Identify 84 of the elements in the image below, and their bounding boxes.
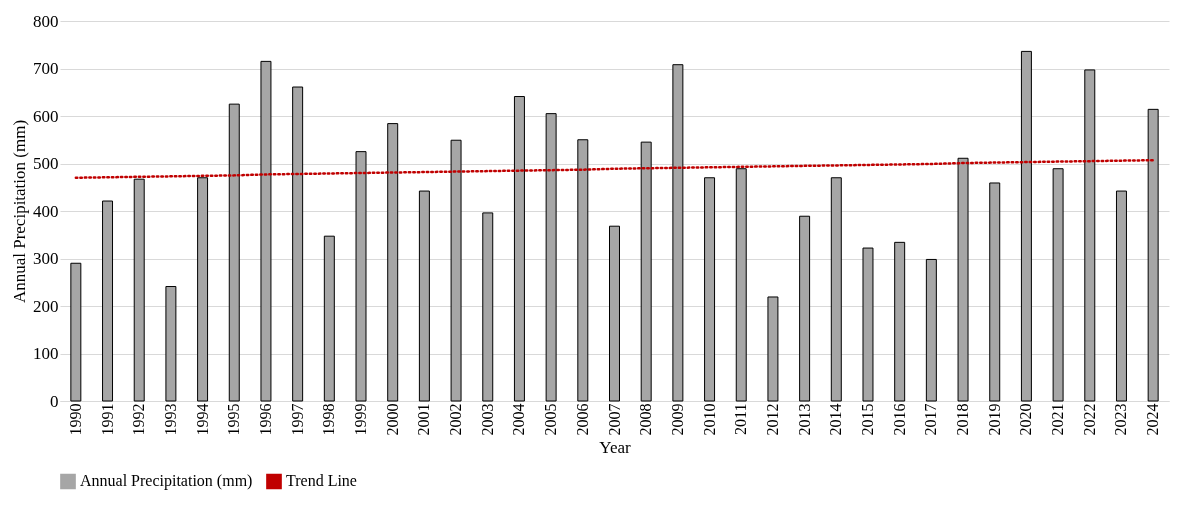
x-tick-label: 2008 xyxy=(637,403,655,436)
bar xyxy=(735,168,747,402)
x-tick-label: 2002 xyxy=(447,403,465,436)
legend-label: Annual Precipitation (mm) xyxy=(80,472,253,491)
bar xyxy=(133,178,145,402)
x-tick-label: 1998 xyxy=(320,403,338,436)
x-tick-label: 1994 xyxy=(193,403,211,436)
x-tick-label: 2009 xyxy=(668,403,686,436)
x-tick-label: 2016 xyxy=(890,403,908,436)
bar xyxy=(197,177,209,402)
x-tick-label: 1996 xyxy=(256,403,274,436)
bar xyxy=(228,103,240,402)
x-tick-label: 2021 xyxy=(1049,403,1067,436)
x-tick-label: 2003 xyxy=(478,403,496,436)
bar xyxy=(894,241,906,402)
bar xyxy=(704,177,716,402)
bar xyxy=(957,157,969,402)
bar xyxy=(323,235,335,402)
x-tick-label: 2023 xyxy=(1112,403,1130,436)
y-tick-label: 700 xyxy=(33,59,59,78)
bar xyxy=(260,60,272,402)
y-tick-label: 100 xyxy=(33,344,59,363)
bar xyxy=(545,113,557,402)
x-tick-label: 2000 xyxy=(383,403,401,436)
x-tick-label: 2018 xyxy=(954,403,972,436)
y-tick-label: 200 xyxy=(33,296,59,316)
line-series xyxy=(74,158,1155,179)
bar xyxy=(292,86,304,402)
x-tick-label: 1993 xyxy=(161,403,179,436)
x-tick-label: 2015 xyxy=(858,403,876,436)
x-axis-title: Year xyxy=(599,437,631,457)
bar xyxy=(482,212,494,402)
bar xyxy=(418,190,430,402)
bar xyxy=(355,151,367,402)
bar xyxy=(1052,168,1064,402)
y-tick-label: 300 xyxy=(33,249,59,268)
bar xyxy=(1020,50,1032,402)
x-tick-label: 2014 xyxy=(827,403,845,436)
x-tick-label: 2006 xyxy=(573,403,591,436)
bar xyxy=(989,182,1001,402)
x-tick-label: 2011 xyxy=(732,403,750,435)
bar xyxy=(387,123,399,402)
bar xyxy=(1147,108,1159,402)
bar xyxy=(830,177,842,402)
x-tick-label: 2020 xyxy=(1017,403,1035,436)
bar xyxy=(799,215,811,402)
x-tick-label: 1992 xyxy=(130,403,148,436)
y-tick-label: 600 xyxy=(33,106,59,126)
y-tick-label: 800 xyxy=(33,11,59,31)
x-tick-label: 1995 xyxy=(225,403,243,436)
bar xyxy=(609,225,620,402)
bar xyxy=(450,139,462,402)
x-tick-label: 2022 xyxy=(1080,403,1098,436)
bar xyxy=(577,139,589,402)
x-tick-label: 2007 xyxy=(605,403,623,436)
bar xyxy=(640,141,652,402)
y-axis-title: Annual Precipitation (mm) xyxy=(10,119,29,304)
bar xyxy=(102,200,114,402)
x-tick-label: 1990 xyxy=(66,403,84,436)
x-tick-label: 2004 xyxy=(510,403,528,436)
bar xyxy=(862,247,874,402)
x-tick-label: 1997 xyxy=(288,403,306,436)
bar xyxy=(767,296,779,402)
x-tick-label: 2017 xyxy=(922,403,940,436)
y-tick-label: 500 xyxy=(33,154,59,173)
bar xyxy=(1084,69,1096,402)
x-tick-label: 2010 xyxy=(700,403,718,436)
bar xyxy=(70,262,82,402)
x-tick-label: 2012 xyxy=(763,403,781,436)
y-tick-label: 400 xyxy=(33,201,59,221)
x-tick-label: 1991 xyxy=(98,403,116,436)
x-tick-label: 2001 xyxy=(415,403,433,436)
y-tick-label: 0 xyxy=(50,391,59,411)
legend-label: Trend Line xyxy=(286,472,357,490)
bar xyxy=(165,286,177,402)
x-tick-label: 1999 xyxy=(352,403,370,436)
x-tick-label: 2005 xyxy=(542,403,560,436)
bar xyxy=(925,258,937,402)
bar xyxy=(513,96,525,402)
x-tick-label: 2024 xyxy=(1144,403,1162,436)
bar xyxy=(1115,190,1127,402)
bar xyxy=(672,64,684,402)
x-tick-label: 2019 xyxy=(985,403,1003,436)
x-tick-label: 2013 xyxy=(795,403,813,436)
